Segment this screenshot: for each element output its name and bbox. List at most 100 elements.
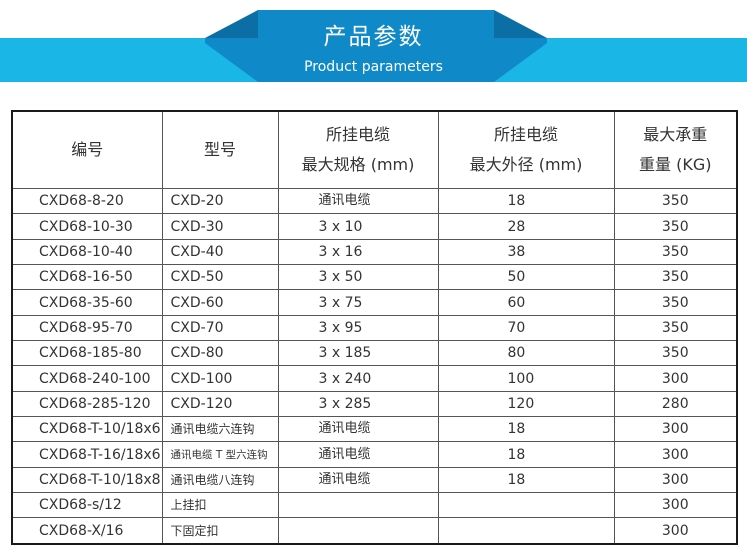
cell-load: 300 — [613, 466, 738, 494]
table-row: CXD68-35-60 CXD-60 3 x 75 60 350 — [11, 289, 738, 316]
cell-spec: 3 x 10 — [277, 213, 439, 240]
header-spec-line1: 所挂电缆 — [325, 125, 390, 144]
cell-model: 下固定扣 — [161, 517, 279, 545]
cell-outer-diameter: 100 — [437, 365, 615, 392]
cell-spec: 通讯电缆 — [277, 441, 439, 468]
cell-code: CXD68-185-80 — [11, 340, 163, 367]
cell-spec: 3 x 95 — [277, 314, 439, 342]
table-row: CXD68-95-70 CXD-70 3 x 95 70 350 — [11, 314, 738, 342]
cell-code: CXD68-285-120 — [11, 390, 163, 418]
cell-model: CXD-100 — [161, 365, 279, 392]
cell-spec: 通讯电缆 — [277, 187, 439, 215]
cell-load: 300 — [613, 416, 738, 443]
cell-load: 300 — [613, 441, 738, 468]
cell-spec: 通讯电缆 — [277, 466, 439, 494]
cell-spec: 3 x 50 — [277, 264, 439, 291]
cell-model: 通讯电缆六连钩 — [161, 416, 279, 443]
table-header-row: 编号 型号 所挂电缆 最大规格 (mm) 所挂电缆 最大外径 (mm) 最大承重… — [11, 110, 738, 189]
cell-load: 300 — [613, 517, 738, 545]
cell-code: CXD68-X/16 — [11, 517, 163, 545]
cell-model: CXD-50 — [161, 264, 279, 291]
cell-code: CXD68-T-10/18x6 — [11, 416, 163, 443]
cell-load: 350 — [613, 264, 738, 291]
banner-subtitle: Product parameters — [304, 59, 443, 75]
table-row: CXD68-285-120 CXD-120 3 x 285 120 280 — [11, 390, 738, 418]
table-row: CXD68-185-80 CXD-80 3 x 185 80 350 — [11, 340, 738, 367]
cell-model: CXD-60 — [161, 289, 279, 316]
header-code-label: 编号 — [71, 140, 104, 159]
table-row: CXD68-X/16 下固定扣 300 — [11, 517, 738, 545]
cell-spec: 3 x 75 — [277, 289, 439, 316]
banner-title: 产品参数 — [323, 24, 424, 50]
cell-spec — [277, 517, 439, 545]
table-row: CXD68-10-30 CXD-30 3 x 10 28 350 — [11, 213, 738, 240]
header-outer-diameter: 所挂电缆 最大外径 (mm) — [437, 110, 615, 189]
cell-outer-diameter: 120 — [437, 390, 615, 418]
cell-spec: 3 x 16 — [277, 238, 439, 266]
header-load-line1: 最大承重 — [643, 125, 708, 144]
cell-outer-diameter: 80 — [437, 340, 615, 367]
banner-tab-shape — [205, 10, 547, 82]
cell-code: CXD68-16-50 — [11, 264, 163, 291]
cell-model: CXD-70 — [161, 314, 279, 342]
table-row: CXD68-T-10/18x6 通讯电缆六连钩 通讯电缆 18 300 — [11, 416, 738, 443]
header-spec: 所挂电缆 最大规格 (mm) — [277, 110, 439, 189]
cell-outer-diameter: 60 — [437, 289, 615, 316]
header-load: 最大承重 重量 (KG) — [613, 110, 738, 189]
header-model-label: 型号 — [203, 140, 236, 159]
cell-load: 280 — [613, 390, 738, 418]
cell-spec: 通讯电缆 — [277, 416, 439, 443]
cell-model: 上挂扣 — [161, 492, 279, 519]
cell-spec: 3 x 185 — [277, 340, 439, 367]
product-parameters-table: 编号 型号 所挂电缆 最大规格 (mm) 所挂电缆 最大外径 (mm) 最大承重… — [11, 110, 738, 545]
cell-spec: 3 x 240 — [277, 365, 439, 392]
cell-outer-diameter: 18 — [437, 466, 615, 494]
cell-code: CXD68-10-40 — [11, 238, 163, 266]
cell-spec — [277, 492, 439, 519]
header-od-line2: 最大外径 (mm) — [469, 155, 583, 174]
header-load-line2: 重量 (KG) — [639, 155, 712, 174]
cell-model: CXD-40 — [161, 238, 279, 266]
cell-code: CXD68-8-20 — [11, 187, 163, 215]
header-model: 型号 — [161, 110, 279, 189]
header-code: 编号 — [11, 110, 163, 189]
cell-outer-diameter: 38 — [437, 238, 615, 266]
cell-code: CXD68-10-30 — [11, 213, 163, 240]
cell-load: 350 — [613, 314, 738, 342]
cell-load: 350 — [613, 238, 738, 266]
cell-code: CXD68-s/12 — [11, 492, 163, 519]
table-row: CXD68-T-10/18x8 通讯电缆八连钩 通讯电缆 18 300 — [11, 466, 738, 494]
cell-load: 300 — [613, 365, 738, 392]
table-body: CXD68-8-20 CXD-20 通讯电缆 18 350 CXD68-10-3… — [11, 187, 738, 545]
cell-model: CXD-20 — [161, 187, 279, 215]
cell-model: 通讯电缆 T 型六连钩 — [161, 441, 279, 468]
cell-outer-diameter: 18 — [437, 441, 615, 468]
header-od-line1: 所挂电缆 — [493, 125, 558, 144]
cell-load: 350 — [613, 289, 738, 316]
table-row: CXD68-240-100 CXD-100 3 x 240 100 300 — [11, 365, 738, 392]
cell-load: 350 — [613, 187, 738, 215]
cell-model: CXD-120 — [161, 390, 279, 418]
cell-outer-diameter: 50 — [437, 264, 615, 291]
cell-spec: 3 x 285 — [277, 390, 439, 418]
cell-outer-diameter — [437, 492, 615, 519]
table-row: CXD68-8-20 CXD-20 通讯电缆 18 350 — [11, 187, 738, 215]
cell-outer-diameter: 18 — [437, 416, 615, 443]
table-row: CXD68-16-50 CXD-50 3 x 50 50 350 — [11, 264, 738, 291]
page-banner: 产品参数 Product parameters — [0, 0, 747, 90]
header-spec-line2: 最大规格 (mm) — [301, 155, 415, 174]
cell-outer-diameter: 70 — [437, 314, 615, 342]
cell-outer-diameter — [437, 517, 615, 545]
cell-outer-diameter: 28 — [437, 213, 615, 240]
table-row: CXD68-T-16/18x6 通讯电缆 T 型六连钩 通讯电缆 18 300 — [11, 441, 738, 468]
cell-code: CXD68-T-16/18x6 — [11, 441, 163, 468]
cell-code: CXD68-95-70 — [11, 314, 163, 342]
cell-model: CXD-80 — [161, 340, 279, 367]
cell-code: CXD68-T-10/18x8 — [11, 466, 163, 494]
cell-outer-diameter: 18 — [437, 187, 615, 215]
cell-load: 350 — [613, 213, 738, 240]
table-row: CXD68-s/12 上挂扣 300 — [11, 492, 738, 519]
cell-model: 通讯电缆八连钩 — [161, 466, 279, 494]
cell-load: 350 — [613, 340, 738, 367]
cell-code: CXD68-35-60 — [11, 289, 163, 316]
